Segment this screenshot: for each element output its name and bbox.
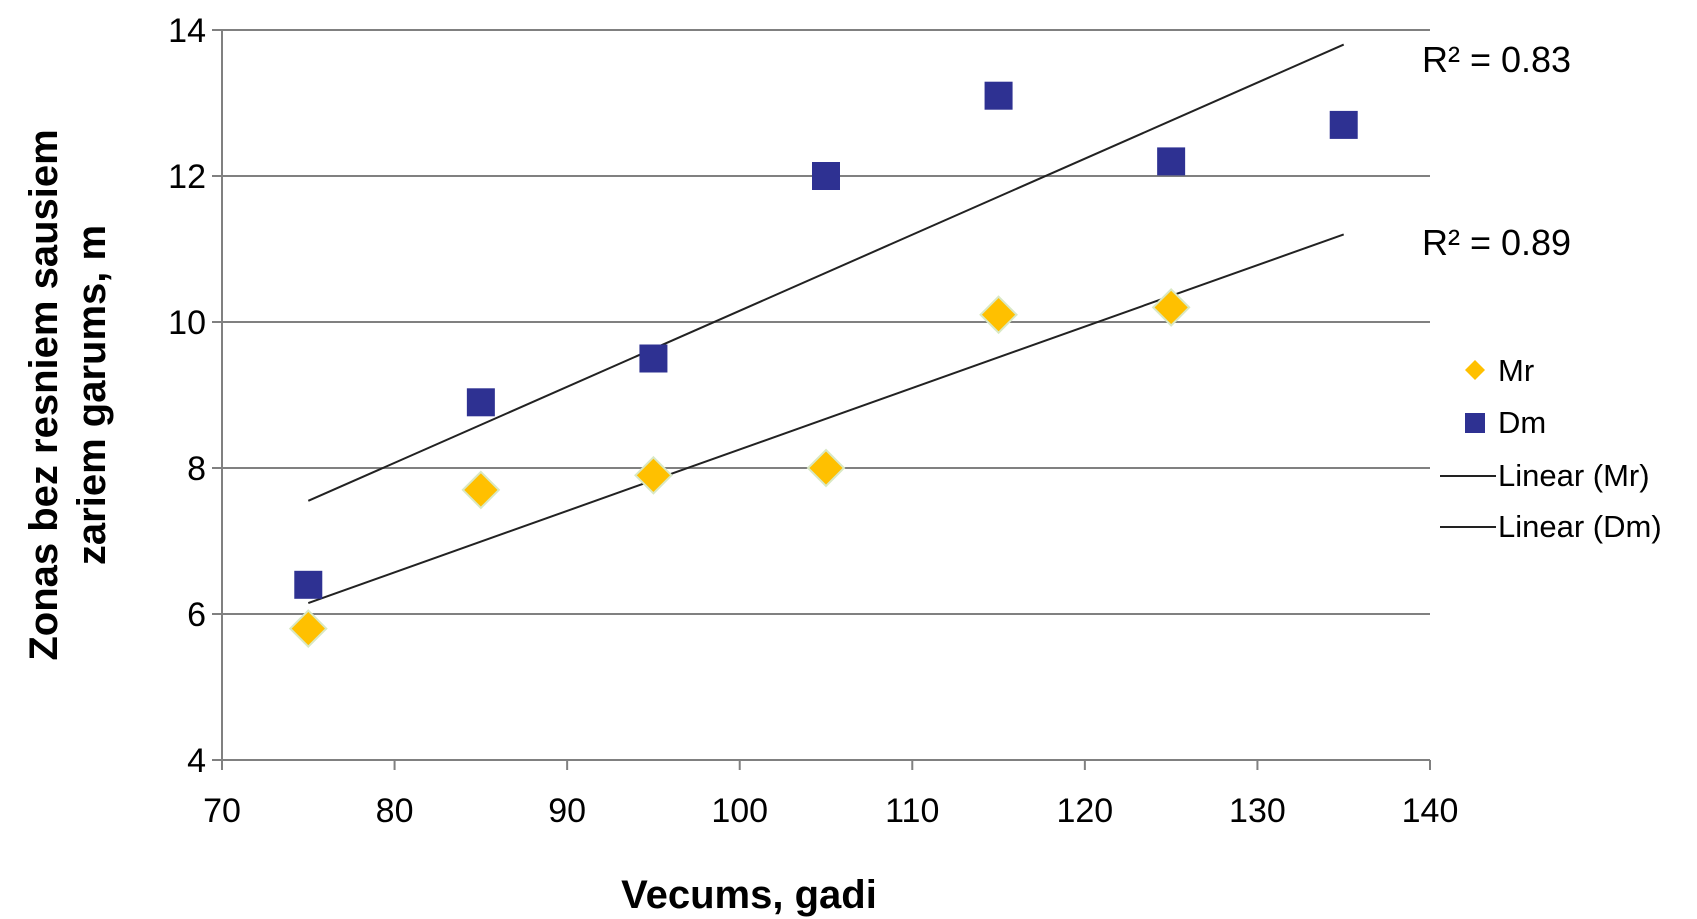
y-axis-title: Zonas bez resniem sausiem zariem garums,… [22,129,114,660]
y-axis-title-line-2: zariem garums, m [70,225,114,565]
data-point-dm-95 [639,344,668,373]
y-tick-labels: 4 6 8 10 12 14 [168,12,206,780]
y-axis-title-line-1: Zonas bez resniem sausiem [22,129,66,660]
legend-label-dm: Dm [1498,405,1546,440]
y-tick-label: 10 [168,304,206,342]
y-tick-label: 6 [187,596,206,634]
trendline-linear-dm [307,43,1345,502]
legend-marker-mr [1465,360,1485,380]
legend-item-linear-mr: Linear (Mr) [1440,458,1650,493]
trendlines [307,43,1345,604]
x-tick-label: 130 [1229,792,1286,830]
data-point-dm-85 [466,388,495,417]
r2-label-dm: R² = 0.83 [1422,39,1571,80]
data-point-dm-105 [812,162,840,190]
legend: Mr Dm Linear (Mr) Linear (Dm) [1440,353,1662,544]
legend-item-dm: Dm [1465,405,1546,440]
data-point-mr-105 [806,448,846,488]
x-tick-label: 140 [1402,792,1459,830]
gridlines [212,29,1431,770]
data-point-mr-85 [461,470,501,510]
y-tick-label: 12 [168,158,206,196]
data-point-mr-125 [1151,287,1191,327]
axes [221,30,1430,761]
data-point-mr-95 [634,455,673,495]
x-tick-label: 110 [885,792,939,830]
y-tick-label: 14 [168,12,206,50]
x-axis-title: Vecums, gadi [621,873,877,917]
legend-marker-dm [1465,413,1485,433]
x-tick-label: 90 [548,792,586,830]
legend-label-mr: Mr [1498,353,1534,388]
x-tick-label: 120 [1056,792,1113,830]
legend-item-linear-dm: Linear (Dm) [1440,509,1662,544]
data-points [288,81,1358,649]
y-tick-label: 8 [187,450,206,488]
data-point-dm-75 [294,570,323,599]
y-tick-label: 4 [187,742,206,780]
trendline-linear-mr [307,233,1345,604]
data-point-dm-115 [984,81,1013,110]
data-point-dm-125 [1157,147,1186,176]
legend-item-mr: Mr [1465,353,1534,388]
legend-label-linear-dm: Linear (Dm) [1498,509,1662,544]
data-point-mr-75 [288,609,328,649]
r2-label-mr: R² = 0.89 [1422,222,1571,263]
x-tick-label: 80 [376,792,414,830]
legend-label-linear-mr: Linear (Mr) [1498,458,1650,493]
x-tick-label: 100 [711,792,768,830]
x-tick-label: 70 [203,792,241,830]
data-point-mr-115 [979,295,1018,335]
data-point-dm-135 [1329,110,1358,139]
x-tick-labels: 70 80 90 100 110 120 130 140 [203,792,1458,830]
